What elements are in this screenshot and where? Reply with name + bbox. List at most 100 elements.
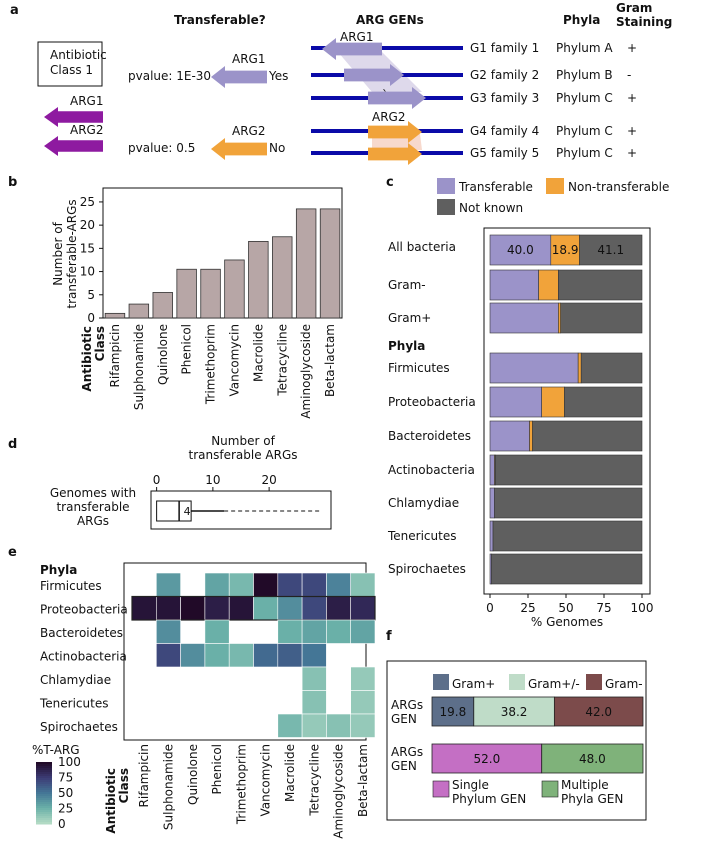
x-tick-label: 0 xyxy=(153,473,161,487)
heatmap-cell xyxy=(301,713,327,738)
x-tick-label: Rifampicin xyxy=(137,744,151,807)
heatmap-cell xyxy=(156,572,181,597)
x-tick-label: Quinolone xyxy=(186,744,200,805)
legend-label: Multiple xyxy=(561,778,609,792)
row-label: Actinobacteria xyxy=(40,649,127,663)
colorbar-step xyxy=(36,770,52,773)
x-tick-label: Rifampicin xyxy=(108,324,122,387)
heatmap-cell xyxy=(350,596,376,621)
stacked-segment xyxy=(538,269,559,301)
heatmap-cell xyxy=(277,596,303,621)
stacked-segment xyxy=(553,696,644,727)
legend-label: Gram- xyxy=(605,677,643,691)
colorbar-step xyxy=(36,764,52,767)
gen-arg-label: ARG2 xyxy=(372,110,405,124)
x-tick-label: Aminoglycoside xyxy=(299,324,313,419)
heatmap-cell xyxy=(326,572,351,597)
legend-label: Phyla GEN xyxy=(561,792,623,806)
colorbar-step xyxy=(36,774,52,777)
colorbar-step xyxy=(36,796,52,799)
heatmap-cell xyxy=(253,596,279,621)
gen-arg-label: ` xyxy=(382,88,388,102)
heatmap-cell xyxy=(301,690,327,715)
x-tick-label: 75 xyxy=(596,601,611,615)
gen-phylum: Phylum C xyxy=(556,146,613,160)
legend-swatch xyxy=(586,674,602,690)
segment-label: 48.0 xyxy=(579,752,606,766)
heatmap-cell xyxy=(277,713,303,738)
header-transferable: Transferable? xyxy=(174,13,266,27)
stacked-segment xyxy=(558,269,643,301)
colorbar-step xyxy=(36,766,52,769)
pvalue-label: pvalue: 0.5 xyxy=(128,141,195,155)
header-phyla: Phyla xyxy=(563,13,600,27)
gen-phylum: Phylum B xyxy=(556,68,613,82)
colorbar-step xyxy=(36,816,52,819)
stacked-segment xyxy=(489,234,552,266)
x-tick-label: Sulphonamide xyxy=(161,744,175,830)
row-label: Gram- xyxy=(388,278,426,292)
colorbar-step xyxy=(36,822,52,825)
gen-arg1-arrow xyxy=(344,64,404,86)
x-axis-label: Class xyxy=(117,768,131,803)
stacked-segment xyxy=(532,420,643,452)
colorbar-step xyxy=(36,786,52,789)
colorbar-step xyxy=(36,806,52,809)
heatmap-cell xyxy=(204,643,230,668)
row-label: Actinobacteria xyxy=(388,463,475,477)
stacked-segment xyxy=(489,520,494,552)
row-label: ARGs xyxy=(391,698,423,712)
heatmap-cell xyxy=(326,596,351,621)
y-tick-label: 20 xyxy=(80,218,95,232)
stacked-segment xyxy=(558,302,561,334)
plot-frame xyxy=(386,660,647,821)
arg-class-label: ARG1 xyxy=(70,94,103,108)
legend-swatch xyxy=(437,178,455,194)
arg-class-arrow xyxy=(44,136,103,156)
stacked-segment xyxy=(564,386,643,418)
segment-label: 42.0 xyxy=(585,705,612,719)
colorbar-tick-label: 75 xyxy=(58,771,73,785)
colorbar-step xyxy=(36,780,52,783)
row-label: Proteobacteria xyxy=(40,602,128,616)
heatmap-cell xyxy=(350,572,376,597)
heatmap-cell xyxy=(253,572,279,597)
x-tick-label: Beta-lactam xyxy=(356,744,370,817)
arg-class-arrow xyxy=(44,107,103,127)
heatmap-cell xyxy=(277,619,303,644)
colorbar-step xyxy=(36,810,52,813)
legend-label: Phylum GEN xyxy=(452,792,526,806)
heatmap-cell xyxy=(301,619,327,644)
colorbar-step xyxy=(36,800,52,803)
stacked-segment xyxy=(492,520,643,552)
row-label: ARGs xyxy=(391,745,423,759)
x-axis-label: Class xyxy=(93,326,107,361)
segment-label: 41.1 xyxy=(597,243,624,257)
heatmap-cell xyxy=(156,619,181,644)
row-label: All bacteria xyxy=(388,240,456,254)
colorbar-step xyxy=(36,794,52,797)
stacked-segment xyxy=(577,352,582,384)
transferable-answer: No xyxy=(269,141,285,155)
bar xyxy=(128,303,150,319)
legend-swatch xyxy=(541,780,559,798)
panel-letter-a: a xyxy=(10,3,19,18)
gen-phylum: Phylum A xyxy=(556,41,613,55)
segment-label: 38.2 xyxy=(501,705,528,719)
gen-phylum: Phylum C xyxy=(556,91,613,105)
stacked-segment xyxy=(489,302,559,334)
legend-label: Single xyxy=(452,778,489,792)
colorbar-step xyxy=(36,814,52,817)
gen-gram: + xyxy=(627,146,637,160)
legend-swatch xyxy=(509,674,525,690)
x-axis-label: Antibiotic xyxy=(80,326,94,392)
legend-swatch xyxy=(437,199,455,215)
antibiotic-class-label: Class 1 xyxy=(50,63,93,77)
row-label: GEN xyxy=(391,712,417,726)
test-arrow-label: ARG2 xyxy=(232,124,265,138)
gen-gram: + xyxy=(627,124,637,138)
gen-gram: + xyxy=(627,91,637,105)
x-tick-label: Macrolide xyxy=(251,324,265,382)
